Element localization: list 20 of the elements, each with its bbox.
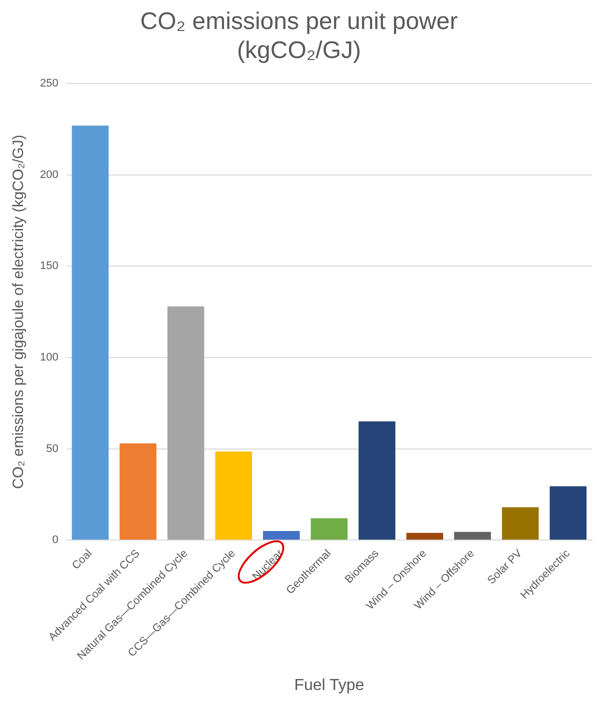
bar (454, 532, 491, 540)
bar (120, 443, 156, 540)
y-tick-label: 250 (40, 78, 58, 90)
bar (550, 486, 587, 540)
bar (72, 126, 109, 540)
bar (358, 421, 396, 540)
chart-title: CO₂ emissions per unit power (kgCO₂/GJ) (140, 8, 458, 64)
y-tick-label: 0 (52, 534, 58, 546)
bar (215, 452, 252, 540)
y-tick-label: 200 (40, 168, 58, 181)
bar (310, 518, 348, 540)
bar (406, 532, 444, 540)
bar (262, 530, 300, 540)
y-tick-label: 150 (40, 260, 58, 272)
bar (167, 306, 204, 540)
y-axis-title: CO₂ emissions per gigajoule of electricity (kgCO₂/GJ) (10, 134, 28, 489)
y-tick-label: 50 (46, 442, 58, 455)
y-tick-label: 100 (40, 352, 58, 364)
x-axis-title: Fuel Type (294, 676, 364, 694)
bar (502, 507, 539, 540)
